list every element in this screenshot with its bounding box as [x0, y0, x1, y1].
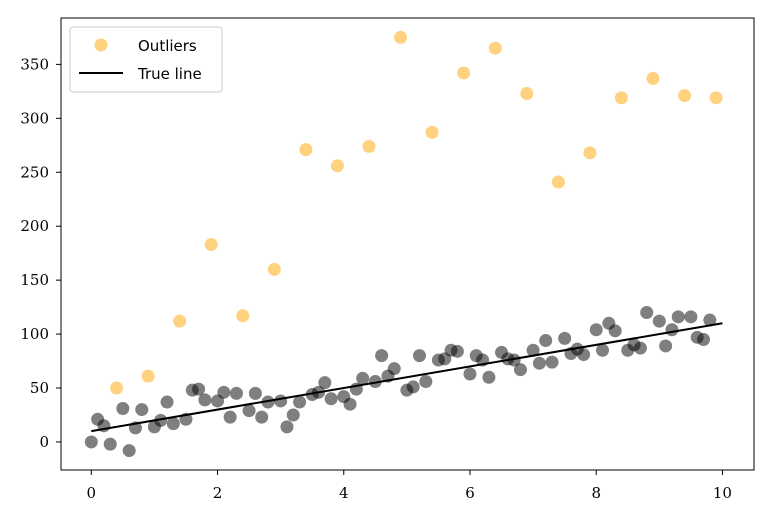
inlier-point	[532, 356, 546, 370]
y-tick-label: 300	[20, 109, 49, 127]
inlier-point	[116, 402, 130, 416]
inlier-point	[633, 341, 647, 355]
inlier-point	[293, 395, 307, 409]
inlier-point	[356, 371, 370, 385]
y-tick-label: 50	[30, 379, 49, 397]
inlier-point	[526, 343, 540, 357]
inlier-point	[223, 410, 237, 424]
inlier-point	[103, 437, 117, 451]
inlier-point	[160, 395, 174, 409]
inlier-point	[324, 392, 338, 406]
legend: Outliers True line	[69, 26, 223, 93]
inlier-point	[684, 310, 698, 324]
y-tick-label: 200	[20, 217, 49, 235]
inlier-point	[166, 417, 180, 431]
inlier-point	[703, 313, 717, 327]
inlier-point	[135, 403, 149, 417]
inlier-point	[261, 395, 275, 409]
outlier-point	[141, 369, 155, 383]
inlier-point	[450, 344, 464, 358]
inlier-point	[84, 435, 98, 449]
inlier-point	[406, 380, 420, 394]
inlier-point	[387, 362, 401, 376]
legend-box	[69, 26, 223, 93]
outlier-point	[551, 175, 565, 189]
x-tick-label: 0	[87, 484, 97, 502]
outlier-point	[583, 146, 597, 160]
legend-true-line-label: True line	[137, 65, 202, 83]
inlier-point	[198, 393, 212, 407]
outlier-point	[110, 381, 124, 395]
inlier-point	[217, 385, 231, 399]
inlier-point	[482, 370, 496, 384]
inlier-point	[463, 367, 477, 381]
legend-outliers-label: Outliers	[138, 37, 197, 55]
x-tick-label: 6	[465, 484, 475, 502]
inlier-point	[343, 397, 357, 411]
outlier-point	[614, 91, 628, 105]
inlier-point	[596, 343, 610, 357]
axes-frame	[60, 17, 755, 471]
outlier-point	[299, 143, 313, 157]
y-tick-label: 350	[20, 55, 49, 73]
x-tick-label: 8	[591, 484, 601, 502]
inlier-point	[507, 353, 521, 367]
inlier-point	[419, 375, 433, 389]
inlier-point	[255, 410, 269, 424]
inlier-point	[274, 394, 288, 408]
inlier-point	[412, 349, 426, 363]
inlier-point	[513, 363, 527, 377]
outlier-point	[394, 30, 408, 44]
x-tick-label: 10	[713, 484, 732, 502]
outlier-point	[204, 238, 218, 252]
x-tick-label: 4	[339, 484, 349, 502]
inlier-point	[659, 339, 673, 353]
inlier-point	[665, 323, 679, 337]
inlier-point	[577, 348, 591, 362]
y-tick-label: 250	[20, 163, 49, 181]
outlier-point	[425, 125, 439, 139]
inlier-point	[640, 306, 654, 320]
inlier-point	[192, 382, 206, 396]
inlier-point	[368, 375, 382, 389]
inlier-point	[318, 376, 332, 390]
inlier-point	[122, 444, 136, 458]
inlier-point	[229, 386, 243, 400]
inlier-point	[558, 331, 572, 345]
inlier-point	[697, 332, 711, 346]
inlier-point	[280, 420, 294, 434]
outlier-point	[457, 66, 471, 80]
plot-area	[84, 30, 723, 458]
outlier-point	[709, 91, 723, 105]
outlier-point	[267, 262, 281, 276]
inlier-point	[589, 323, 603, 337]
legend-outliers-marker	[94, 38, 108, 52]
outlier-point	[362, 139, 376, 153]
y-tick-label: 0	[39, 433, 49, 451]
inlier-point	[608, 324, 622, 338]
outlier-point	[646, 71, 660, 85]
inlier-point	[248, 386, 262, 400]
inlier-point	[671, 310, 685, 324]
outlier-point	[520, 87, 534, 101]
inlier-point	[375, 349, 389, 363]
inlier-point	[154, 413, 168, 427]
outlier-point	[330, 159, 344, 173]
inlier-point	[286, 408, 300, 422]
outlier-point	[678, 89, 692, 103]
y-tick-label: 150	[20, 271, 49, 289]
inlier-point	[242, 404, 256, 418]
outlier-point	[173, 314, 187, 328]
outlier-point	[236, 309, 250, 323]
outlier-point	[488, 41, 502, 55]
x-tick-label: 2	[213, 484, 223, 502]
true-line	[91, 322, 723, 433]
y-tick-label: 100	[20, 325, 49, 343]
inlier-point	[545, 355, 559, 369]
inlier-point	[652, 314, 666, 328]
inlier-point	[539, 334, 553, 348]
